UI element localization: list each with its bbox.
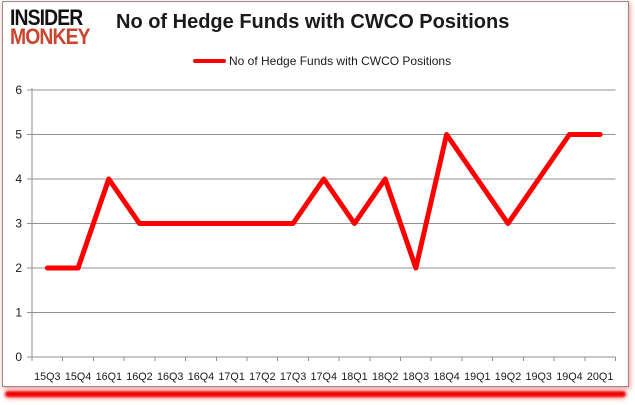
x-tick-label: 16Q2 xyxy=(126,371,152,383)
insider-monkey-logo: INSIDER MONKEY xyxy=(10,5,91,49)
y-tick-label: 1 xyxy=(15,306,22,320)
x-tick-label: 15Q3 xyxy=(34,371,60,383)
x-tick-label: 19Q4 xyxy=(556,371,582,383)
x-tick-label: 19Q1 xyxy=(464,371,490,383)
y-tick-label: 0 xyxy=(15,350,22,364)
x-tick-label: 19Q3 xyxy=(526,371,552,383)
x-tick-label: 16Q3 xyxy=(157,371,183,383)
x-tick-label: 18Q4 xyxy=(433,371,459,383)
x-tick-label: 18Q3 xyxy=(403,371,429,383)
x-tick-label: 16Q1 xyxy=(96,371,122,383)
x-tick-label: 17Q4 xyxy=(311,371,337,383)
logo-text-monkey: MONKEY xyxy=(10,24,91,49)
x-tick-label: 17Q1 xyxy=(218,371,244,383)
red-shadow-bar xyxy=(5,391,626,397)
legend: No of Hedge Funds with CWCO Positions xyxy=(193,54,451,68)
x-tick-label: 15Q4 xyxy=(65,371,91,383)
chart-title: No of Hedge Funds with CWCO Positions xyxy=(116,11,510,33)
legend-label: No of Hedge Funds with CWCO Positions xyxy=(229,54,452,68)
x-tick-label: 19Q2 xyxy=(495,371,521,383)
y-tick-label: 2 xyxy=(15,261,22,275)
y-tick-label: 4 xyxy=(15,172,22,186)
logo-text-insider: INSIDER xyxy=(10,5,83,30)
y-tick-label: 3 xyxy=(15,217,22,231)
x-tick-label: 18Q1 xyxy=(341,371,367,383)
data-series-line xyxy=(44,132,603,271)
x-tick-label: 18Q2 xyxy=(372,371,398,383)
x-tick-label: 17Q3 xyxy=(280,371,306,383)
x-tick-label: 17Q2 xyxy=(249,371,275,383)
x-tick-label: 20Q1 xyxy=(587,371,613,383)
legend-line-marker xyxy=(193,59,226,63)
y-tick-label: 5 xyxy=(15,128,22,142)
x-tick-label: 16Q4 xyxy=(188,371,214,383)
y-tick-label: 6 xyxy=(15,83,22,97)
